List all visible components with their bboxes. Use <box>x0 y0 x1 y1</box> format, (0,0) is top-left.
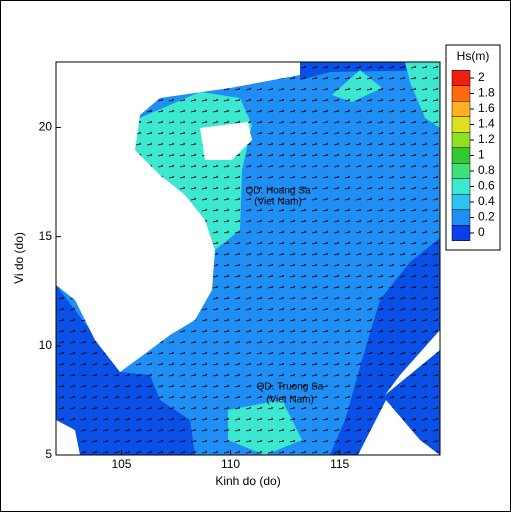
x-tick-label: 110 <box>221 457 240 471</box>
colorbar-tick-label: 0.6 <box>478 179 495 193</box>
colorbar-patch <box>451 132 471 148</box>
land <box>385 330 440 395</box>
x-tick-label: 115 <box>330 457 349 471</box>
colorbar-tick-label: 2 <box>478 70 485 84</box>
land <box>56 420 80 455</box>
colorbar-tick-label: 1.8 <box>478 86 495 100</box>
colorbar-tick-label: 1.6 <box>478 101 495 115</box>
annotation: (Viet Nam) <box>266 395 314 406</box>
colorbar-patch <box>451 163 471 179</box>
x-axis-label: Kinh do (do) <box>215 474 280 488</box>
y-axis-label: Vi do (do) <box>12 232 26 284</box>
y-tick-label: 5 <box>45 447 52 461</box>
island <box>200 122 252 160</box>
land <box>358 400 440 455</box>
colorbar-patch <box>451 194 471 210</box>
colorbar-tick-label: 0 <box>478 225 485 239</box>
colorbar-tick-label: 0.8 <box>478 163 495 177</box>
annotation: (Viet Nam) <box>254 197 302 208</box>
colorbar-tick-label: 1.4 <box>478 117 495 131</box>
y-tick-label: 15 <box>39 229 53 243</box>
colorbar-tick-label: 1.2 <box>478 132 495 146</box>
field <box>56 62 440 455</box>
land <box>56 62 300 372</box>
x-tick-label: 105 <box>111 457 131 471</box>
colorbar-patch <box>451 116 471 133</box>
y-tick-label: 10 <box>39 338 53 352</box>
colorbar-patch <box>451 147 471 164</box>
colorbar-patch <box>451 101 471 117</box>
colorbar-tick-label: 1 <box>478 148 485 162</box>
annotation: QD. Hoang Sa <box>245 186 310 197</box>
colorbar-tick-label: 0.4 <box>478 194 495 208</box>
colorbar-tick-label: 0.2 <box>478 210 495 224</box>
colorbar-patch <box>451 225 471 241</box>
colorbar-patch <box>451 70 471 86</box>
colorbar-patch <box>451 178 471 195</box>
annotation: QD. Truong Sa <box>257 382 324 393</box>
y-tick-label: 20 <box>39 120 53 134</box>
colorbar-title: Hs(m) <box>457 49 490 63</box>
colorbar-patch <box>451 209 471 226</box>
colorbar-patch <box>451 85 471 102</box>
plot-border <box>55 61 441 456</box>
